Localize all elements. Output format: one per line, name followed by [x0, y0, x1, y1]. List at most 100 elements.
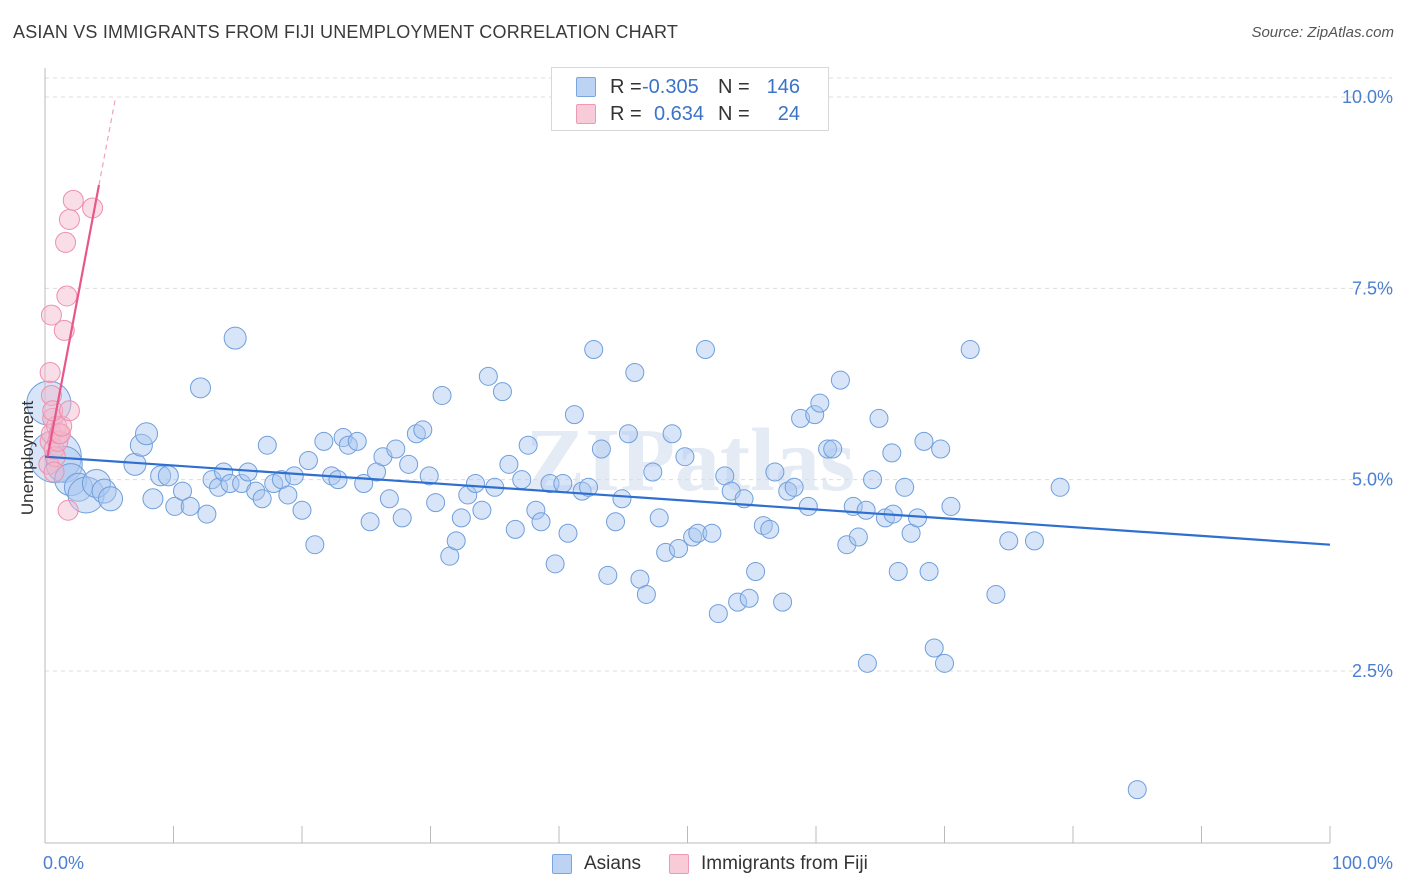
- data-point-asians: [180, 496, 200, 516]
- data-point-asians: [135, 422, 159, 446]
- data-point-fiji: [53, 319, 75, 341]
- data-point-asians: [857, 653, 877, 673]
- legend-swatch-asians: [552, 854, 572, 874]
- data-point-asians: [492, 382, 512, 402]
- data-point-asians: [531, 512, 551, 532]
- trend-lines: [44, 96, 1331, 546]
- legend-n-value: 24: [777, 102, 800, 125]
- data-point-asians: [220, 473, 240, 493]
- data-point-asians: [960, 340, 980, 360]
- data-point-asians: [465, 473, 485, 493]
- data-point-asians: [643, 462, 663, 482]
- data-point-asians: [598, 565, 618, 585]
- data-point-asians: [579, 477, 599, 497]
- data-point-asians: [830, 370, 850, 390]
- data-point-asians: [662, 424, 682, 444]
- data-point-fiji: [57, 499, 79, 521]
- data-point-asians: [558, 523, 578, 543]
- legend-row-fiji: R = 0.634 N = 24: [576, 101, 800, 127]
- data-point-asians: [1127, 780, 1147, 800]
- data-point-asians: [798, 496, 818, 516]
- data-point-asians: [91, 478, 117, 504]
- chart-title: ASIAN VS IMMIGRANTS FROM FIJI UNEMPLOYME…: [13, 22, 679, 42]
- series-legend: Asians Immigrants from Fiji: [552, 851, 896, 877]
- data-point-asians: [150, 465, 172, 487]
- data-point-asians: [914, 431, 934, 451]
- data-point-asians: [246, 481, 266, 501]
- data-point-fiji: [49, 423, 71, 445]
- data-point-asians: [157, 465, 179, 487]
- data-point-asians: [214, 462, 234, 482]
- data-point-asians: [728, 592, 748, 612]
- data-point-asians: [399, 454, 419, 474]
- fiji-points: [38, 189, 104, 521]
- data-point-asians: [347, 431, 367, 451]
- trend-line-fiji-extension: [98, 96, 117, 186]
- data-point-asians: [1050, 477, 1070, 497]
- data-point-asians: [765, 462, 785, 482]
- data-point-asians: [298, 451, 318, 471]
- data-point-asians: [810, 393, 830, 413]
- data-point-asians: [895, 477, 915, 497]
- data-point-asians: [328, 470, 348, 490]
- data-point-asians: [869, 408, 889, 428]
- data-point-asians: [649, 508, 669, 528]
- data-point-asians: [669, 539, 689, 559]
- data-point-asians: [882, 443, 902, 463]
- data-point-fiji: [40, 304, 62, 326]
- data-point-asians: [702, 523, 722, 543]
- data-point-asians: [392, 508, 412, 528]
- data-point-asians: [675, 447, 695, 467]
- data-point-asians: [223, 326, 247, 350]
- data-point-asians: [446, 531, 466, 551]
- data-point-asians: [591, 439, 611, 459]
- data-point-asians: [564, 405, 584, 425]
- data-point-asians: [505, 519, 525, 539]
- data-point-asians: [545, 554, 565, 574]
- data-point-asians: [818, 439, 838, 459]
- data-point-fiji: [58, 208, 80, 230]
- data-point-asians: [451, 508, 471, 528]
- y-tick-label: 7.5%: [1352, 278, 1393, 298]
- data-point-asians: [805, 405, 825, 425]
- data-point-asians: [165, 496, 185, 516]
- legend-n-value: 146: [766, 75, 800, 98]
- data-point-asians: [941, 496, 961, 516]
- data-point-asians: [784, 477, 804, 497]
- data-point-asians: [172, 481, 192, 501]
- data-point-asians: [81, 468, 111, 498]
- data-point-asians: [314, 431, 334, 451]
- tick-labels: 2.5% 5.0% 7.5% 10.0% 0.0% 100.0%: [43, 87, 1393, 873]
- legend-r-label: R =: [610, 102, 642, 125]
- data-point-asians: [746, 561, 766, 581]
- data-point-asians: [379, 489, 399, 509]
- y-tick-label: 5.0%: [1352, 470, 1393, 490]
- legend-label-asians: Asians: [584, 853, 642, 874]
- data-point-asians: [553, 473, 573, 493]
- data-point-asians: [292, 500, 312, 520]
- data-point-asians: [45, 445, 83, 483]
- data-point-asians: [499, 454, 519, 474]
- legend-row-asians: R = -0.305 N = 146: [576, 74, 800, 100]
- data-point-fiji: [39, 362, 61, 384]
- data-point-asians: [419, 466, 439, 486]
- legend-n-label: N =: [718, 102, 750, 125]
- data-point-asians: [618, 424, 638, 444]
- legend-item-fiji: Immigrants from Fiji: [669, 853, 868, 875]
- data-point-asians: [189, 377, 211, 399]
- legend-swatch-fiji: [669, 854, 690, 874]
- data-point-fiji: [62, 189, 84, 211]
- data-point-asians: [208, 477, 228, 497]
- data-point-asians: [426, 493, 446, 513]
- legend-n-label: N =: [718, 75, 750, 98]
- y-tick-label: 2.5%: [1352, 661, 1393, 681]
- data-point-asians: [695, 340, 715, 360]
- data-point-asians: [526, 500, 546, 520]
- data-point-asians: [142, 488, 164, 510]
- data-point-asians: [919, 561, 939, 581]
- data-point-asians: [625, 363, 645, 383]
- data-point-asians: [54, 463, 88, 497]
- data-point-asians: [760, 519, 780, 539]
- data-point-asians: [278, 485, 298, 505]
